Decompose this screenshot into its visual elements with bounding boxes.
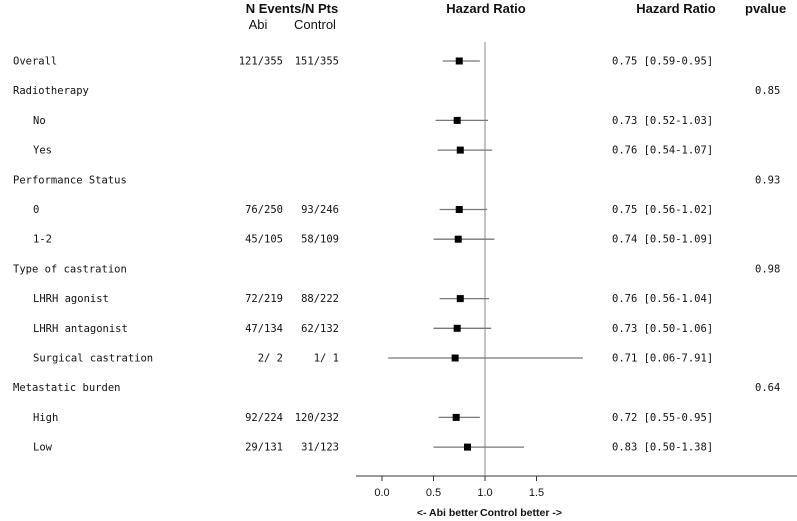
control-events: 120/232 (295, 412, 339, 424)
row-label: Yes (33, 145, 52, 157)
hr-text: 0.76 [0.56-1.04] (612, 293, 713, 305)
x-tick-label: 0.5 (426, 487, 441, 499)
hr-point (453, 116, 461, 124)
abi-events: 76/250 (245, 204, 283, 216)
forest-row: Yes 0.76 [0.54-1.07] (33, 145, 713, 157)
forest-row: Performance Status 0.93 (13, 174, 780, 186)
forest-row: Type of castration 0.98 (13, 263, 780, 275)
hr-point (452, 413, 460, 421)
hr-point (454, 235, 462, 243)
p-value: 0.93 (755, 174, 780, 186)
abi-events: 121/355 (239, 56, 283, 68)
hr-point (453, 324, 461, 332)
hr-text: 0.83 [0.50-1.38] (612, 442, 713, 454)
hr-text: 0.73 [0.50-1.06] (612, 323, 713, 335)
header-abi: Abi (249, 17, 268, 32)
header-hazard-ratio-text: Hazard Ratio (636, 1, 716, 16)
hr-text: 0.75 [0.59-0.95] (612, 56, 713, 68)
forest-rows: Overall 121/355 151/355 0.75 [0.59-0.95] Rad… (13, 56, 780, 454)
forest-row: LHRH agonist 72/219 88/222 0.76 [0.56-1.04] (33, 293, 713, 305)
hr-point (455, 57, 463, 65)
hr-text: 0.72 [0.55-0.95] (612, 412, 713, 424)
forest-row: No 0.73 [0.52-1.03] (33, 115, 713, 127)
abi-events: 2/ 2 (258, 353, 283, 365)
x-axis-ticks: 0.0 0.5 1.0 1.5 (374, 476, 544, 499)
abi-events: 72/219 (245, 293, 283, 305)
hr-text: 0.76 [0.54-1.07] (612, 145, 713, 157)
forest-row: Overall 121/355 151/355 0.75 [0.59-0.95] (13, 56, 713, 68)
hr-text: 0.73 [0.52-1.03] (612, 115, 713, 127)
control-events: 1/ 1 (314, 353, 339, 365)
x-tick-label: 1.0 (477, 487, 492, 499)
row-label: Performance Status (13, 174, 127, 186)
row-label: 1-2 (33, 234, 52, 246)
abi-events: 92/224 (245, 412, 283, 424)
forest-row: High 92/224 120/232 0.72 [0.55-0.95] (33, 412, 713, 424)
row-label: LHRH agonist (33, 293, 109, 305)
row-label: Type of castration (13, 263, 127, 275)
p-value: 0.98 (755, 263, 780, 275)
forest-row: 0 76/250 93/246 0.75 [0.56-1.02] (33, 204, 713, 216)
control-events: 31/123 (301, 442, 339, 454)
hr-point (456, 146, 464, 154)
row-label: 0 (33, 204, 39, 216)
abi-events: 45/105 (245, 234, 283, 246)
hr-point (463, 443, 471, 451)
x-tick-label: 0.0 (374, 487, 389, 499)
control-events: 58/109 (301, 234, 339, 246)
forest-row: Metastatic burden 0.64 (13, 382, 780, 394)
row-label: Low (33, 442, 53, 454)
hr-text: 0.74 [0.50-1.09] (612, 234, 713, 246)
row-label: High (33, 412, 58, 424)
control-events: 88/222 (301, 293, 339, 305)
row-label: Surgical castration (33, 353, 153, 365)
abi-events: 47/134 (245, 323, 283, 335)
row-label: No (33, 115, 46, 127)
control-events: 93/246 (301, 204, 339, 216)
p-value: 0.85 (755, 85, 780, 97)
forest-row: Surgical castration 2/ 2 1/ 1 0.71 [0.06-7.… (33, 353, 713, 365)
header-pvalue: pvalue (745, 1, 786, 16)
control-events: 151/355 (295, 56, 339, 68)
row-label: Metastatic burden (13, 382, 120, 394)
row-label: LHRH antagonist (33, 323, 128, 335)
forest-row: Low 29/131 31/123 0.83 [0.50-1.38] (33, 442, 713, 454)
p-value: 0.64 (755, 382, 780, 394)
forest-row: 1-2 45/105 58/109 0.74 [0.50-1.09] (33, 234, 713, 246)
forest-row: LHRH antagonist 47/134 62/132 0.73 [0.50-1.… (33, 323, 713, 335)
header-hazard-ratio-plot: Hazard Ratio (446, 1, 526, 16)
x-tick-label: 1.5 (529, 487, 544, 499)
hr-text: 0.71 [0.06-7.91] (612, 353, 713, 365)
control-events: 62/132 (301, 323, 339, 335)
hr-text: 0.75 [0.56-1.02] (612, 204, 713, 216)
header-control: Control (294, 17, 336, 32)
hr-point (451, 354, 459, 362)
abi-events: 29/131 (245, 442, 283, 454)
forest-row: Radiotherapy 0.85 (13, 85, 780, 97)
hr-point (455, 206, 463, 213)
row-label: Radiotherapy (13, 85, 89, 97)
row-label: Overall (13, 56, 57, 68)
header-events: N Events/N Pts (246, 1, 338, 16)
footer-control-better: Control better -> (480, 507, 562, 519)
hr-point (456, 295, 464, 303)
footer-abi-better: <- Abi better (417, 507, 478, 519)
